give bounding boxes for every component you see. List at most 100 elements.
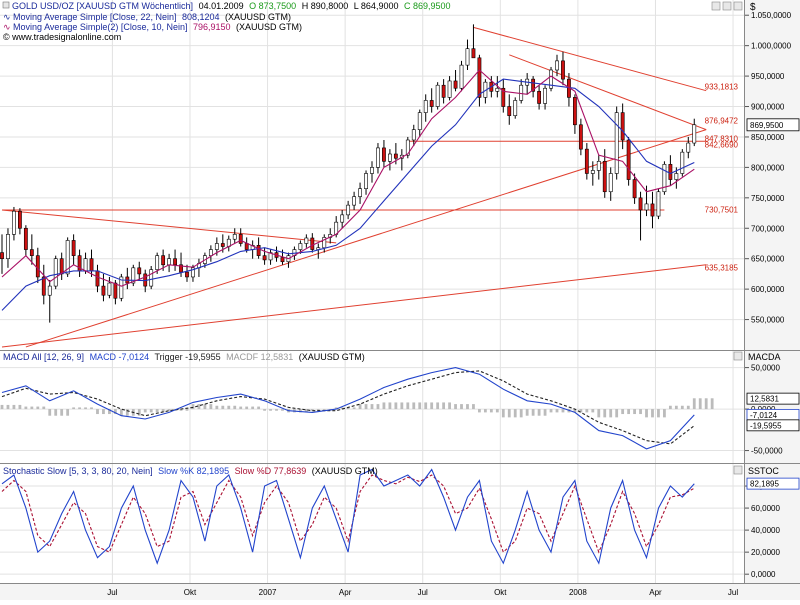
stoch-badge bbox=[746, 477, 800, 490]
macd-histogram-bar bbox=[430, 402, 434, 410]
level-label: 635,3185 bbox=[705, 264, 739, 273]
candle-body bbox=[608, 173, 613, 193]
candle-body bbox=[423, 100, 428, 113]
window-buttons bbox=[711, 1, 743, 475]
candle-body bbox=[614, 112, 619, 174]
candle-body bbox=[364, 173, 368, 189]
candle-body bbox=[513, 100, 518, 116]
ma-icon: ∿ bbox=[3, 12, 13, 22]
stoch-close-button[interactable] bbox=[733, 465, 743, 475]
candle-body bbox=[238, 234, 243, 244]
x-tick-label: Apr bbox=[339, 588, 352, 597]
x-tick-label: Jul bbox=[107, 588, 117, 597]
macd-histogram-bar bbox=[125, 409, 129, 416]
macd-axis-label: MACDA bbox=[748, 352, 781, 362]
candle-body bbox=[686, 142, 691, 153]
macd-tick-label: 50,0000 bbox=[751, 364, 780, 373]
macd-histogram-bar bbox=[424, 402, 428, 410]
macd-histogram-bar bbox=[281, 409, 284, 411]
candle-body bbox=[155, 255, 160, 270]
macd-close-button[interactable] bbox=[733, 351, 743, 361]
candle-body bbox=[256, 245, 261, 256]
stoch-tick-label: 0,0000 bbox=[751, 570, 776, 579]
macd-histogram-bar bbox=[531, 409, 535, 416]
macd-histogram-bar bbox=[257, 406, 261, 410]
candle-body bbox=[340, 214, 345, 223]
candle-body bbox=[6, 234, 10, 259]
macd-histogram-bar bbox=[376, 404, 380, 410]
trendline bbox=[509, 54, 707, 131]
x-tick-label: 2007 bbox=[259, 588, 277, 597]
macd-histogram-bar bbox=[657, 409, 660, 418]
candle-body bbox=[495, 87, 500, 92]
candle-body bbox=[220, 243, 225, 247]
stoch-header: Stochastic Slow [5, 3, 3, 80, 20, Nein] … bbox=[3, 466, 378, 476]
candle-body bbox=[59, 258, 64, 275]
x-tick-label: Okt bbox=[184, 588, 197, 597]
header-line-3: ∿ Moving Average Simple(2) [Close, 10, N… bbox=[3, 22, 302, 32]
macd-histogram-bar bbox=[161, 409, 165, 413]
candle-body bbox=[107, 282, 112, 296]
candle-body bbox=[555, 60, 559, 71]
close-button[interactable] bbox=[733, 1, 743, 11]
macd-histogram-bar bbox=[388, 402, 392, 410]
macd-histogram-bar bbox=[680, 405, 684, 410]
current-price-badge bbox=[746, 118, 800, 132]
macd-histogram-bar bbox=[621, 409, 625, 415]
candle-body bbox=[471, 48, 476, 59]
macd-histogram-bar bbox=[90, 407, 93, 410]
macd-histogram-bar bbox=[18, 404, 22, 410]
moving-averages bbox=[1, 69, 695, 311]
stoch-slowd-line bbox=[1, 474, 695, 554]
macd-histogram-bar bbox=[507, 409, 511, 418]
macd-histogram-bar bbox=[215, 405, 219, 410]
macd-histogram-bar bbox=[591, 409, 595, 413]
maximize-button[interactable] bbox=[722, 1, 732, 11]
macd-histogram-bar bbox=[525, 409, 529, 416]
macd-histogram-bar bbox=[108, 409, 111, 415]
candle-body bbox=[668, 164, 673, 180]
candle-body bbox=[214, 243, 219, 250]
candle-body bbox=[35, 255, 40, 278]
candle-body bbox=[310, 237, 315, 250]
candle-body bbox=[620, 112, 625, 141]
macd-header: MACD All [12, 26, 9] MACD -7,0124 Trigge… bbox=[3, 352, 365, 362]
candle-body bbox=[537, 91, 541, 104]
macd-histogram-bar bbox=[0, 404, 4, 410]
macd-histogram-bar bbox=[227, 405, 231, 410]
macd-histogram-bar bbox=[686, 405, 690, 410]
restore-button[interactable] bbox=[711, 1, 721, 11]
candle-body bbox=[573, 97, 577, 126]
stoch-tick-label: 20,0000 bbox=[751, 548, 780, 557]
macd-line bbox=[1, 367, 695, 450]
collapse-icon[interactable] bbox=[2, 1, 10, 9]
candle-body bbox=[393, 153, 398, 159]
stoch-badge-text: 82,1895 bbox=[750, 480, 779, 489]
candle-body bbox=[149, 269, 154, 287]
candle-body bbox=[262, 255, 267, 261]
level-label: 730,7501 bbox=[705, 206, 739, 215]
stoch-slowk-line bbox=[1, 468, 695, 565]
macd-histogram-bar bbox=[304, 409, 308, 413]
macd-histogram-bar bbox=[66, 409, 70, 416]
macd-histogram-bar bbox=[466, 404, 469, 410]
candle-body bbox=[376, 147, 380, 168]
candle-body bbox=[137, 267, 142, 275]
candle-body bbox=[388, 153, 392, 162]
candle-body bbox=[352, 196, 356, 206]
candle-body bbox=[346, 204, 351, 216]
candle-body bbox=[584, 148, 589, 174]
macd-histogram-bar bbox=[197, 404, 201, 410]
macd-badge-text: 12,5831 bbox=[750, 395, 779, 404]
price-tick-label: 750,0000 bbox=[751, 194, 785, 203]
candle-body bbox=[370, 167, 374, 174]
macd-histogram-bar bbox=[221, 405, 225, 410]
macd-histogram-bar bbox=[603, 409, 607, 418]
macd-histogram-bar bbox=[710, 398, 714, 410]
macd-histogram-bar bbox=[668, 405, 672, 410]
macd-histogram-bar bbox=[561, 409, 565, 413]
ma-icon: ∿ bbox=[3, 22, 13, 32]
macd-histogram-bar bbox=[6, 404, 10, 410]
candle-body bbox=[268, 252, 273, 261]
macd-histogram-bar bbox=[400, 402, 404, 410]
